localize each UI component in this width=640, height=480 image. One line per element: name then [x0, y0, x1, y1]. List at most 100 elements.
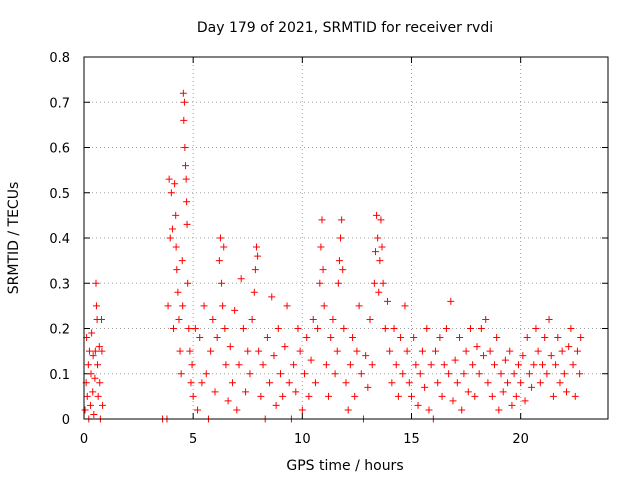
y-tick-label: 0.3 — [49, 277, 70, 292]
data-point — [565, 343, 573, 351]
data-point — [259, 361, 267, 369]
y-tick-label: 0.2 — [49, 323, 70, 338]
data-point — [320, 302, 328, 310]
data-point — [177, 370, 185, 378]
data-point — [85, 347, 93, 355]
data-point — [405, 379, 413, 387]
data-point — [296, 347, 304, 355]
data-point — [366, 315, 374, 323]
data-point — [178, 257, 186, 265]
data-point — [175, 315, 183, 323]
data-point — [434, 379, 442, 387]
data-point — [166, 234, 174, 242]
data-point — [416, 370, 424, 378]
data-point — [87, 370, 95, 378]
data-point — [560, 370, 568, 378]
data-point — [394, 392, 402, 400]
data-point — [525, 370, 533, 378]
data-point — [329, 315, 337, 323]
data-point — [202, 370, 210, 378]
data-point — [181, 144, 189, 151]
data-point — [97, 315, 105, 323]
data-point — [495, 406, 503, 414]
data-point — [414, 401, 422, 409]
data-point — [164, 302, 172, 310]
data-point — [480, 352, 488, 360]
data-point — [349, 334, 357, 342]
data-point — [545, 315, 553, 323]
data-point — [285, 379, 293, 387]
data-point — [573, 347, 581, 355]
data-point — [233, 406, 241, 414]
x-tick-label: 15 — [403, 432, 420, 447]
data-point — [532, 325, 540, 332]
y-tick-label: 0.6 — [49, 142, 70, 157]
data-point — [462, 347, 470, 355]
data-points — [81, 89, 585, 423]
data-point — [180, 116, 188, 124]
data-point — [186, 347, 194, 355]
data-point — [165, 175, 173, 183]
data-point — [541, 334, 549, 342]
data-point — [456, 334, 464, 342]
data-point — [174, 288, 182, 296]
data-point — [246, 370, 254, 378]
data-point — [499, 388, 507, 396]
data-point — [464, 388, 472, 396]
data-point — [298, 406, 306, 414]
grid-lines — [84, 57, 608, 419]
data-point — [571, 392, 579, 400]
data-point — [425, 406, 433, 414]
data-point — [90, 410, 98, 418]
data-point — [539, 361, 546, 369]
data-point — [274, 325, 282, 332]
data-point — [220, 243, 228, 251]
data-point — [188, 361, 196, 369]
data-point — [497, 370, 505, 378]
data-point — [211, 388, 219, 396]
data-point — [333, 347, 341, 355]
data-point — [92, 302, 100, 310]
data-point — [231, 306, 239, 314]
y-tick-label: 0.7 — [49, 96, 70, 111]
data-point — [334, 279, 342, 287]
data-point — [242, 388, 250, 396]
data-point — [353, 347, 361, 355]
data-point — [219, 302, 227, 310]
data-point — [309, 315, 317, 323]
data-point — [501, 356, 509, 364]
data-point — [83, 392, 91, 400]
data-point — [469, 361, 477, 369]
data-point — [317, 243, 325, 251]
data-point — [418, 347, 426, 355]
data-point — [281, 343, 289, 351]
data-point — [552, 361, 560, 369]
data-point — [311, 379, 319, 387]
data-point — [549, 392, 557, 400]
data-point — [213, 334, 221, 342]
data-point — [319, 266, 327, 274]
data-point — [401, 302, 409, 310]
data-point — [314, 325, 322, 332]
data-point — [316, 279, 324, 287]
data-point — [290, 361, 298, 369]
data-point — [577, 334, 585, 342]
data-point — [357, 370, 365, 378]
data-point — [224, 397, 232, 405]
data-point — [294, 325, 302, 332]
data-point — [517, 379, 525, 387]
data-point — [508, 401, 516, 409]
data-point — [569, 361, 577, 369]
data-point — [96, 379, 104, 387]
data-point — [534, 347, 542, 355]
data-point — [303, 334, 311, 342]
data-point — [458, 406, 466, 414]
data-point — [403, 347, 411, 355]
data-point — [370, 279, 378, 287]
data-point — [272, 401, 280, 409]
data-point — [488, 392, 496, 400]
data-point — [436, 334, 444, 342]
data-point — [200, 302, 208, 310]
data-point — [228, 379, 236, 387]
data-point — [215, 257, 223, 265]
